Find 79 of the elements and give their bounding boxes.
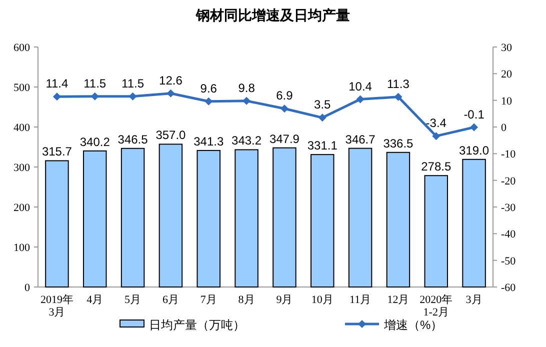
data-label: 341.3 <box>194 134 224 148</box>
data-label: 343.2 <box>232 134 262 148</box>
legend-label: 日均产量（万吨） <box>149 318 245 332</box>
x-tick-label: 9月 <box>276 294 293 306</box>
point <box>166 89 175 98</box>
bar <box>462 158 486 288</box>
data-label: 11.5 <box>84 76 106 90</box>
bar <box>386 152 410 288</box>
point <box>470 123 478 132</box>
bar <box>348 148 372 288</box>
y-tick-label: 300 <box>14 162 30 174</box>
point <box>394 92 402 101</box>
point <box>356 95 364 104</box>
data-label: 336.5 <box>383 136 414 150</box>
x-tick-label: 6月 <box>162 294 179 306</box>
data-label: 319.0 <box>459 143 490 158</box>
data-label: 346.7 <box>345 132 376 146</box>
x-tick-label: 3月 <box>466 294 482 306</box>
data-label: 331.1 <box>307 138 338 153</box>
y2-tick-label: 0 <box>501 122 507 134</box>
y-tick-label: 400 <box>14 122 30 134</box>
bar <box>120 148 145 288</box>
y2-tick-label: -50 <box>501 255 516 268</box>
y2-tick-label: -20 <box>501 175 516 188</box>
bar <box>158 144 183 288</box>
bar <box>234 149 258 288</box>
point <box>52 92 61 101</box>
bar <box>45 160 69 288</box>
x-tick-label: 4月 <box>86 294 104 306</box>
y-tick-label: 0 <box>24 282 30 294</box>
data-label: -0.1 <box>464 107 485 122</box>
bar <box>424 175 448 288</box>
bar <box>83 150 107 288</box>
point <box>90 92 99 100</box>
x-tick-label: 11月 <box>349 294 372 306</box>
y-tick-label: 200 <box>14 202 30 214</box>
data-label: 340.2 <box>80 134 110 149</box>
x-tick-label: 5月 <box>124 294 142 306</box>
y2-tick-label: 30 <box>501 42 512 54</box>
point <box>242 96 251 105</box>
data-label: 278.5 <box>421 160 452 174</box>
x-tick-label: 10月 <box>311 294 334 306</box>
y2-tick-label: 10 <box>501 95 512 108</box>
data-label: 11.4 <box>46 76 69 91</box>
data-label: 347.9 <box>269 132 300 146</box>
data-label: 6.9 <box>276 88 294 103</box>
x-tick-label: 2019年 3月 <box>40 294 74 319</box>
data-label: -3.4 <box>426 116 447 130</box>
data-label: 10.4 <box>348 79 372 94</box>
x-tick-label: 2020年 1-2月 <box>420 294 453 319</box>
point <box>128 92 137 100</box>
y-tick-label: 100 <box>14 242 30 254</box>
y2-tick-label: -40 <box>501 228 516 241</box>
data-label: 9.6 <box>200 81 218 96</box>
y2-tick-label: -30 <box>501 202 516 214</box>
x-tick-label: 12月 <box>387 294 410 306</box>
data-label: 357.0 <box>156 128 186 142</box>
point <box>432 132 440 140</box>
y2-tick-label: 20 <box>501 68 512 81</box>
y-tick-label: 500 <box>14 82 30 94</box>
legend-label: 增速（%） <box>383 318 443 332</box>
x-tick-label: 8月 <box>238 294 255 306</box>
data-label: 346.5 <box>118 132 148 146</box>
data-label: 11.5 <box>122 76 144 90</box>
bar <box>196 150 220 288</box>
point <box>318 114 326 122</box>
y2-tick-label: -10 <box>501 148 516 161</box>
x-tick-label: 7月 <box>200 294 217 306</box>
bar <box>310 154 334 288</box>
data-label: 11.3 <box>386 76 410 91</box>
bar <box>272 147 296 288</box>
data-label: 3.5 <box>314 98 332 112</box>
y-tick-label: 600 <box>14 42 30 54</box>
data-label: 315.7 <box>42 144 72 159</box>
y2-tick-label: -60 <box>501 282 516 294</box>
point <box>280 104 288 113</box>
chart-title: 钢材同比增速及日均产量 <box>195 7 350 23</box>
data-label: 12.6 <box>159 73 183 88</box>
data-label: 9.8 <box>238 80 256 95</box>
